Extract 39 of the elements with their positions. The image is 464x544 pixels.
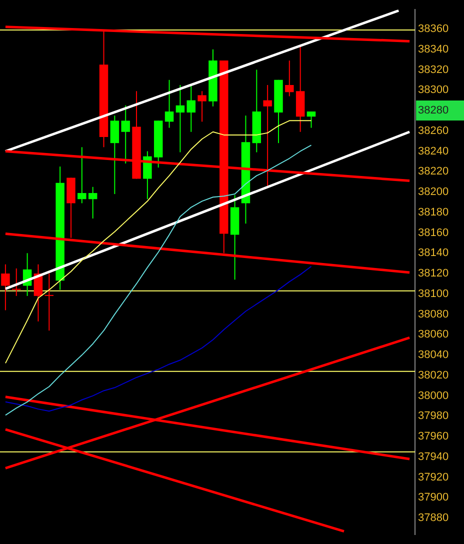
y-tick-label: 37980 (418, 410, 449, 422)
y-tick-label: 38120 (418, 268, 449, 280)
candlestick (164, 79, 174, 128)
candlestick (1, 264, 10, 311)
candlestick (186, 84, 196, 132)
y-tick-label: 38300 (418, 84, 449, 96)
y-tick-label: 37900 (418, 492, 449, 504)
candlestick (12, 268, 21, 296)
candlestick (88, 186, 98, 219)
y-tick-label: 38100 (418, 288, 449, 300)
y-tick-label: 38080 (418, 308, 449, 320)
candlestick (121, 104, 130, 164)
y-tick-label: 38180 (418, 206, 449, 218)
y-tick-label: 37960 (418, 430, 449, 443)
candlestick (306, 111, 316, 128)
y-tick-label: 38340 (418, 43, 449, 56)
y-tick-label: 38040 (418, 349, 449, 362)
candlestick (110, 115, 120, 195)
y-tick-label: 38220 (418, 166, 449, 178)
candlestick (285, 60, 294, 97)
y-tick-label: 37880 (418, 512, 449, 524)
y-tick-label: 38240 (418, 145, 449, 158)
candlestick (143, 150, 152, 200)
y-tick-label: 38020 (418, 369, 449, 382)
y-tick-label: 38360 (418, 22, 449, 35)
candlestick (198, 90, 206, 122)
candlestick (176, 84, 185, 153)
y-tick-label: 38060 (418, 328, 449, 341)
y-tick-label: 37920 (418, 471, 449, 484)
y-tick-label: 38280 (418, 104, 449, 117)
y-tick-label: 38140 (418, 247, 449, 260)
y-tick-label: 38160 (418, 226, 449, 239)
y-tick-label: 38320 (418, 64, 449, 76)
y-tick-label: 38260 (418, 124, 449, 137)
y-tick-label: 38200 (418, 186, 449, 198)
candlestick (44, 273, 54, 332)
y-tick-label: 37940 (418, 450, 449, 463)
candlestick (78, 146, 86, 204)
y-tick-label: 38000 (418, 390, 449, 402)
